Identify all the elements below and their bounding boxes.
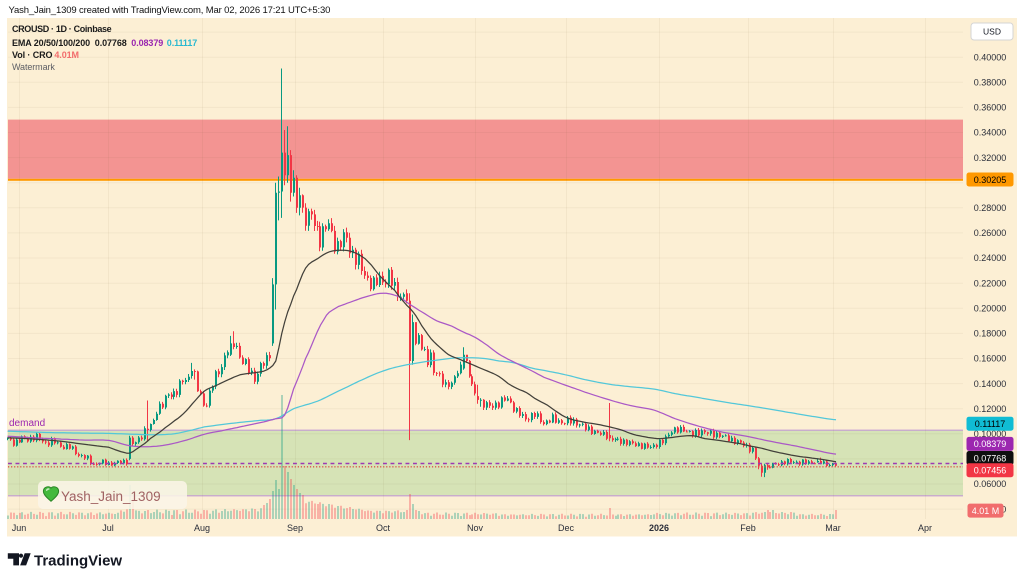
svg-text:Mar: Mar — [825, 523, 841, 533]
svg-text:Sep: Sep — [287, 523, 303, 533]
svg-text:0.08379: 0.08379 — [974, 439, 1007, 449]
svg-text:EMA 20/50/100/200: EMA 20/50/100/200 — [12, 38, 90, 48]
svg-text:0.06000: 0.06000 — [974, 479, 1007, 489]
svg-text:2026: 2026 — [649, 523, 669, 533]
svg-text:0.36000: 0.36000 — [974, 103, 1007, 113]
svg-text:4.01 M: 4.01 M — [972, 506, 1000, 516]
svg-text:0.11117: 0.11117 — [167, 38, 197, 48]
svg-text:0.30205: 0.30205 — [974, 175, 1007, 185]
svg-text:0.32000: 0.32000 — [974, 153, 1007, 163]
svg-text:0.24000: 0.24000 — [974, 253, 1007, 263]
svg-text:Dec: Dec — [558, 523, 575, 533]
svg-text:0.28000: 0.28000 — [974, 203, 1007, 213]
svg-text:0.26000: 0.26000 — [974, 228, 1007, 238]
svg-text:0.14000: 0.14000 — [974, 379, 1007, 389]
svg-text:0.34000: 0.34000 — [974, 128, 1007, 138]
svg-text:0.40000: 0.40000 — [974, 52, 1007, 62]
svg-text:Feb: Feb — [740, 523, 756, 533]
svg-text:Jun: Jun — [12, 523, 27, 533]
svg-text:0.11117: 0.11117 — [975, 419, 1006, 429]
svg-text:0.07456: 0.07456 — [974, 466, 1007, 476]
svg-text:demand: demand — [9, 418, 45, 429]
svg-text:0.07768: 0.07768 — [974, 453, 1007, 463]
svg-text:Yash_Jain_1309 created with Tr: Yash_Jain_1309 created with TradingView.… — [9, 5, 331, 16]
svg-text:0.22000: 0.22000 — [974, 278, 1007, 288]
svg-text:Yash_Jain_1309: Yash_Jain_1309 — [61, 489, 161, 504]
svg-text:0.38000: 0.38000 — [974, 78, 1007, 88]
svg-text:0.10000: 0.10000 — [974, 429, 1007, 439]
svg-text:0.16000: 0.16000 — [974, 354, 1007, 364]
svg-text:Watermark: Watermark — [12, 62, 55, 72]
svg-text:Nov: Nov — [467, 523, 484, 533]
svg-text:Aug: Aug — [194, 523, 210, 533]
svg-text:0.07768: 0.07768 — [95, 38, 127, 48]
svg-text:0.08379: 0.08379 — [131, 38, 163, 48]
svg-text:Jul: Jul — [102, 523, 114, 533]
svg-text:TradingView: TradingView — [34, 553, 122, 570]
svg-text:Apr: Apr — [918, 523, 932, 533]
svg-text:4.01M: 4.01M — [54, 50, 79, 60]
svg-text:Vol · CRO: Vol · CRO — [12, 50, 53, 60]
svg-text:CROUSD · 1D · Coinbase: CROUSD · 1D · Coinbase — [12, 24, 112, 34]
svg-text:0.12000: 0.12000 — [974, 404, 1007, 414]
svg-text:0.18000: 0.18000 — [974, 329, 1007, 339]
svg-text:Oct: Oct — [376, 523, 391, 533]
svg-text:USD: USD — [983, 27, 1001, 37]
svg-text:0.20000: 0.20000 — [974, 304, 1007, 314]
